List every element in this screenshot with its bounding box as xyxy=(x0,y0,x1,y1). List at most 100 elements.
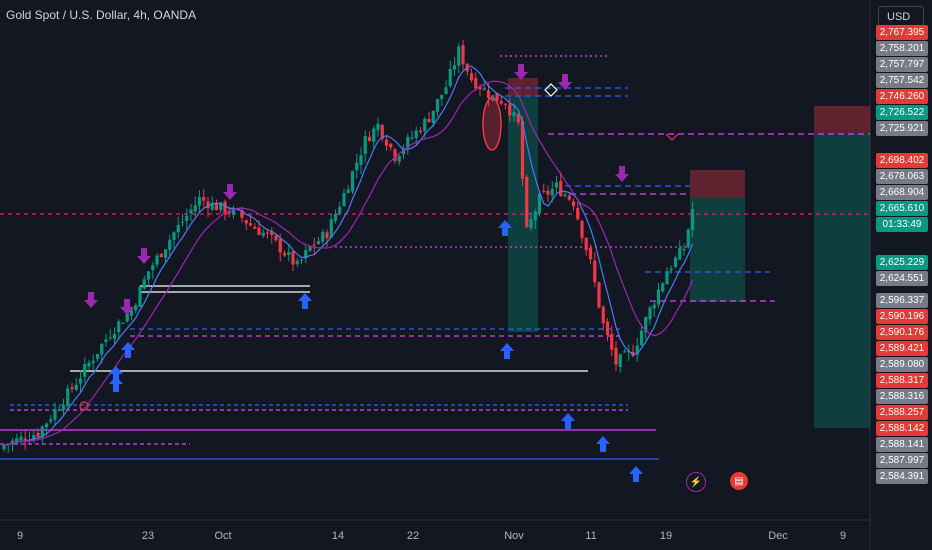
candle-body xyxy=(372,128,376,142)
sell-arrow-icon xyxy=(615,166,629,182)
candle-body xyxy=(563,194,567,197)
x-tick-label: Nov xyxy=(504,530,524,542)
candle-body xyxy=(214,202,219,211)
candle-body xyxy=(622,351,627,353)
candle-body xyxy=(686,229,690,248)
candle-body xyxy=(155,255,159,265)
candle-body xyxy=(100,343,104,355)
candle-body xyxy=(580,220,584,238)
candle-body xyxy=(346,189,350,194)
candle-body xyxy=(265,232,270,234)
candle-body xyxy=(163,249,168,258)
x-tick-label: 23 xyxy=(141,530,155,542)
sell-arrow-icon xyxy=(223,184,237,200)
candle-body xyxy=(516,113,520,123)
buy-arrow-icon xyxy=(109,366,123,382)
candle-body xyxy=(678,247,682,260)
candle-body xyxy=(639,330,644,346)
lightning-icon[interactable]: ⚡ xyxy=(686,472,706,492)
candle-body xyxy=(329,219,333,238)
candle-body xyxy=(610,333,614,350)
candle-body xyxy=(15,438,19,443)
price-label: 2,588.141 xyxy=(876,437,928,452)
buy-arrow-icon xyxy=(561,413,575,429)
candle-body xyxy=(571,201,576,207)
candle-body xyxy=(605,321,610,336)
candle-body xyxy=(648,307,652,320)
candle-body xyxy=(554,182,559,188)
candle-body xyxy=(227,211,231,214)
price-label: 2,584.391 xyxy=(876,469,928,484)
candle-body xyxy=(559,181,563,196)
candle-body xyxy=(91,360,95,364)
candle-body xyxy=(495,93,499,102)
diamond-marker-icon xyxy=(544,83,558,97)
candle-body xyxy=(367,136,372,142)
candle-body xyxy=(112,333,117,339)
candle-body xyxy=(261,232,265,236)
candle-body xyxy=(274,235,278,241)
price-label: 2,589.421 xyxy=(876,341,928,356)
candle-body xyxy=(23,438,27,442)
candle-body xyxy=(193,205,197,212)
candle-body xyxy=(176,224,180,233)
candle-body xyxy=(185,215,189,221)
candle-body xyxy=(95,353,100,359)
candle-body xyxy=(172,232,176,241)
candle-body xyxy=(389,143,393,148)
candle-body xyxy=(520,121,525,179)
price-label: 2,746.260 xyxy=(876,89,928,104)
price-label: 2,624.551 xyxy=(876,271,928,286)
price-label: 2,588.317 xyxy=(876,373,928,388)
sell-arrow-icon xyxy=(137,248,151,264)
sell-arrow-icon xyxy=(514,64,528,80)
x-tick-label: Dec xyxy=(768,530,788,542)
candle-body xyxy=(508,104,512,116)
candle-body xyxy=(393,149,397,161)
x-tick-label: 11 xyxy=(585,530,597,542)
candle-body xyxy=(104,339,108,343)
candle-body xyxy=(597,282,601,308)
buy-arrow-icon xyxy=(498,220,512,236)
candle-body xyxy=(673,257,678,267)
candle-body xyxy=(159,253,163,258)
candle-body xyxy=(644,317,648,333)
candle-body xyxy=(406,137,410,148)
candle-body xyxy=(321,231,325,242)
candle-body xyxy=(418,130,423,133)
price-label: 2,588.257 xyxy=(876,405,928,420)
candle-body xyxy=(401,148,406,155)
price-label: 2,758.201 xyxy=(876,41,928,56)
candle-body xyxy=(151,265,155,271)
buy-arrow-icon xyxy=(500,343,514,359)
candle-body xyxy=(125,313,129,322)
candle-body xyxy=(431,110,435,124)
candle-body xyxy=(537,193,542,214)
candle-body xyxy=(287,252,291,255)
candle-body xyxy=(533,211,537,221)
us-flag-icon[interactable]: ▤ xyxy=(730,472,748,490)
candle-body xyxy=(270,230,274,236)
candle-body xyxy=(576,207,580,220)
x-tick-label: 22 xyxy=(406,530,420,542)
candle-body xyxy=(146,271,151,280)
x-tick-label: 14 xyxy=(331,530,345,542)
candle-body xyxy=(257,227,261,235)
chart-title: Gold Spot / U.S. Dollar, 4h, OANDA xyxy=(6,8,197,22)
candle-body xyxy=(121,322,125,324)
candle-body xyxy=(380,124,384,139)
candle-body xyxy=(308,246,312,251)
candle-body xyxy=(614,347,618,365)
candle-body xyxy=(142,279,146,289)
candle-body xyxy=(525,176,529,227)
candle-body xyxy=(423,118,427,132)
price-label: 2,698.402 xyxy=(876,153,928,168)
candle-body xyxy=(129,309,134,316)
candle-body xyxy=(503,103,508,105)
candle-body xyxy=(87,362,91,367)
price-label: 2,590.196 xyxy=(876,309,928,324)
candle-body xyxy=(240,210,244,218)
x-tick-label: 9 xyxy=(839,530,847,542)
candle-body xyxy=(49,419,53,422)
